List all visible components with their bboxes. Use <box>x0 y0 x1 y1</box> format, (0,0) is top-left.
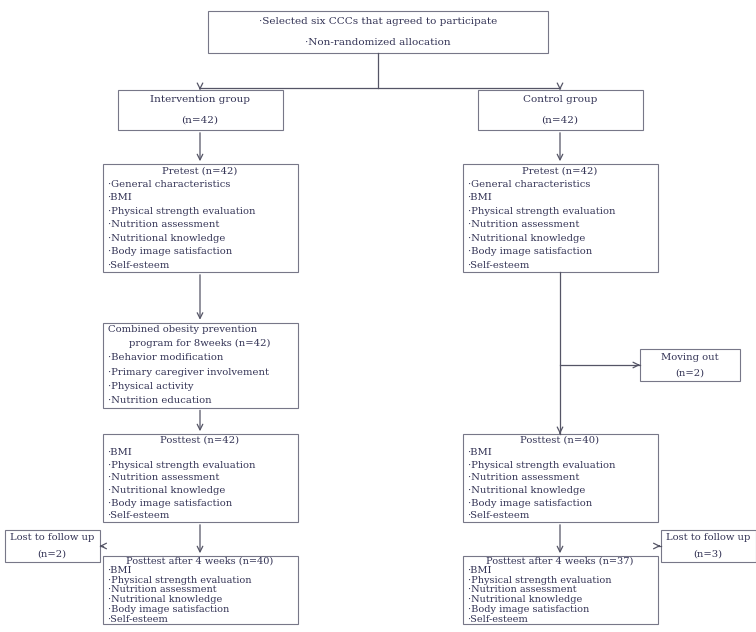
Text: ·Self-esteem: ·Self-esteem <box>467 511 530 520</box>
Bar <box>478 90 643 130</box>
Text: Lost to follow up: Lost to follow up <box>666 533 750 542</box>
Text: Lost to follow up: Lost to follow up <box>10 533 94 542</box>
Text: ·Nutritional knowledge: ·Nutritional knowledge <box>107 486 225 495</box>
Text: ·Physical strength evaluation: ·Physical strength evaluation <box>467 461 615 470</box>
Bar <box>103 434 298 522</box>
Bar <box>117 90 283 130</box>
Text: Posttest (n=40): Posttest (n=40) <box>520 436 600 445</box>
Text: ·Self-esteem: ·Self-esteem <box>107 261 170 270</box>
Bar <box>640 349 740 381</box>
Bar <box>463 164 658 272</box>
Bar <box>208 11 548 53</box>
Text: Intervention group: Intervention group <box>150 95 250 104</box>
Text: ·Body image satisfaction: ·Body image satisfaction <box>467 499 592 507</box>
Bar <box>103 556 298 624</box>
Text: ·Selected six CCCs that agreed to participate: ·Selected six CCCs that agreed to partic… <box>259 17 497 26</box>
Text: ·BMI: ·BMI <box>467 193 492 202</box>
Bar <box>103 322 298 408</box>
Text: Posttest after 4 weeks (n=37): Posttest after 4 weeks (n=37) <box>486 556 634 566</box>
Text: ·Physical strength evaluation: ·Physical strength evaluation <box>107 461 255 470</box>
Text: (n=2): (n=2) <box>38 549 67 559</box>
Text: ·Behavior modification: ·Behavior modification <box>107 353 223 362</box>
Text: ·Nutrition assessment: ·Nutrition assessment <box>107 585 216 595</box>
Text: ·Nutritional knowledge: ·Nutritional knowledge <box>107 234 225 243</box>
Text: ·Physical strength evaluation: ·Physical strength evaluation <box>467 207 615 216</box>
Text: ·Self-esteem: ·Self-esteem <box>107 511 170 520</box>
Text: ·BMI: ·BMI <box>107 566 132 575</box>
Text: ·Body image satisfaction: ·Body image satisfaction <box>107 499 232 507</box>
Text: Posttest after 4 weeks (n=40): Posttest after 4 weeks (n=40) <box>126 556 274 566</box>
Bar <box>5 530 100 562</box>
Text: ·Nutrition assessment: ·Nutrition assessment <box>467 220 579 229</box>
Bar <box>463 434 658 522</box>
Text: ·Physical strength evaluation: ·Physical strength evaluation <box>467 576 611 585</box>
Text: Pretest (n=42): Pretest (n=42) <box>163 166 237 175</box>
Bar <box>463 556 658 624</box>
Text: ·Nutritional knowledge: ·Nutritional knowledge <box>107 595 222 604</box>
Text: ·Nutrition assessment: ·Nutrition assessment <box>107 473 219 482</box>
Text: ·BMI: ·BMI <box>107 448 132 458</box>
Text: ·Physical activity: ·Physical activity <box>107 382 193 391</box>
Text: ·Body image satisfaction: ·Body image satisfaction <box>107 605 229 614</box>
Text: Control group: Control group <box>523 95 597 104</box>
Text: ·Self-esteem: ·Self-esteem <box>467 615 528 624</box>
Text: (n=42): (n=42) <box>181 116 218 125</box>
Text: ·Nutritional knowledge: ·Nutritional knowledge <box>467 595 582 604</box>
Text: program for 8weeks (n=42): program for 8weeks (n=42) <box>129 339 271 348</box>
Text: ·Nutrition assessment: ·Nutrition assessment <box>467 473 579 482</box>
Text: Moving out: Moving out <box>662 353 719 362</box>
Text: ·Nutrition education: ·Nutrition education <box>107 396 211 405</box>
Text: ·BMI: ·BMI <box>467 448 492 458</box>
Text: (n=3): (n=3) <box>693 549 723 559</box>
Text: ·Nutrition assessment: ·Nutrition assessment <box>467 585 576 595</box>
Text: ·Nutritional knowledge: ·Nutritional knowledge <box>467 486 585 495</box>
Text: ·Nutritional knowledge: ·Nutritional knowledge <box>467 234 585 243</box>
Bar <box>103 164 298 272</box>
Text: ·Self-esteem: ·Self-esteem <box>107 615 169 624</box>
Text: ·Primary caregiver involvement: ·Primary caregiver involvement <box>107 368 268 377</box>
Text: ·Physical strength evaluation: ·Physical strength evaluation <box>107 207 255 216</box>
Text: (n=2): (n=2) <box>675 368 705 377</box>
Text: ·Nutrition assessment: ·Nutrition assessment <box>107 220 219 229</box>
Text: Posttest (n=42): Posttest (n=42) <box>160 436 240 445</box>
Text: Pretest (n=42): Pretest (n=42) <box>522 166 598 175</box>
Text: Combined obesity prevention: Combined obesity prevention <box>107 325 257 334</box>
Text: ·Self-esteem: ·Self-esteem <box>467 261 530 270</box>
Text: ·BMI: ·BMI <box>467 566 492 575</box>
Text: ·General characteristics: ·General characteristics <box>107 179 230 189</box>
Bar <box>661 530 755 562</box>
Text: ·Body image satisfaction: ·Body image satisfaction <box>467 605 589 614</box>
Text: ·Body image satisfaction: ·Body image satisfaction <box>107 247 232 256</box>
Text: ·Non-randomized allocation: ·Non-randomized allocation <box>305 38 451 47</box>
Text: ·General characteristics: ·General characteristics <box>467 179 590 189</box>
Text: ·Physical strength evaluation: ·Physical strength evaluation <box>107 576 251 585</box>
Text: (n=42): (n=42) <box>541 116 578 125</box>
Text: ·BMI: ·BMI <box>107 193 132 202</box>
Text: ·Body image satisfaction: ·Body image satisfaction <box>467 247 592 256</box>
